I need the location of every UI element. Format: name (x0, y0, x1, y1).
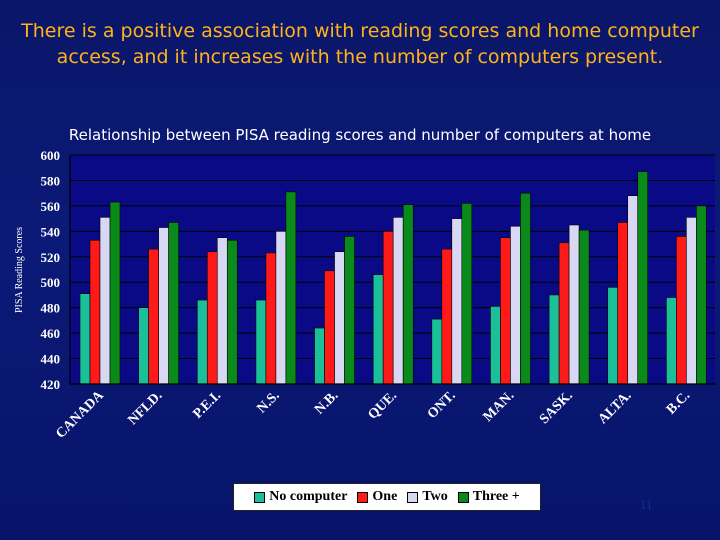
x-tick-label: CANADA (53, 388, 107, 442)
legend-label: Two (422, 489, 448, 504)
bar-no-computer-nb (314, 327, 325, 385)
x-tick-label: QUE. (365, 388, 400, 423)
bar-one-man (500, 237, 511, 385)
bar-three--alta (637, 171, 649, 385)
x-tick-label: MAN. (481, 388, 518, 425)
y-tick-label: 500 (41, 275, 61, 290)
y-tick-label: 480 (41, 301, 61, 316)
bar-two-ns (275, 231, 287, 385)
bar-three--canada (109, 201, 121, 385)
y-tick-label: 600 (41, 148, 61, 163)
legend-label: No computer (269, 489, 348, 504)
chart-legend: No computer One Two Three + (233, 483, 541, 511)
bar-three--man (520, 192, 531, 385)
bar-no-computer-ns (255, 299, 267, 385)
x-tick-label: ONT. (425, 388, 459, 422)
bar-three--ont (461, 203, 473, 385)
bar-three--nb (344, 236, 355, 385)
x-tick-label: B.C. (664, 388, 693, 417)
bar-two-bc (686, 217, 697, 385)
legend-item: Three + (457, 489, 520, 505)
bar-no-computer-canada (79, 293, 91, 385)
y-tick-label: 580 (41, 173, 61, 188)
bar-one-ns (265, 252, 277, 385)
x-tick-label: P.E.I. (190, 388, 224, 422)
bar-one-pei (206, 251, 218, 385)
bar-no-computer-sask (548, 294, 560, 385)
bar-no-computer-ont (431, 318, 443, 385)
x-tick-label: N.B. (312, 388, 341, 417)
bar-one-bc (676, 236, 687, 385)
bar-three--bc (696, 205, 707, 385)
bar-two-canada (99, 217, 111, 385)
bar-three--nfld (168, 222, 179, 385)
legend-swatch (457, 491, 469, 503)
bar-three--pei (226, 239, 238, 385)
bar-two-nfld (158, 227, 169, 385)
x-tick-label: N.S. (255, 388, 283, 416)
bar-one-nfld (148, 248, 159, 385)
y-tick-label: 420 (41, 377, 61, 392)
bar-two-sask (568, 224, 580, 385)
bar-three--que (402, 204, 414, 385)
bar-one-canada (89, 239, 101, 385)
y-tick-label: 460 (41, 326, 61, 341)
legend-item: No computer (254, 489, 347, 505)
x-tick-label: SASK. (537, 388, 576, 427)
bar-no-computer-man (490, 306, 501, 385)
bar-no-computer-bc (666, 297, 677, 385)
legend-swatch (407, 491, 419, 503)
bar-one-alta (617, 222, 629, 385)
bar-two-nb (334, 251, 345, 385)
page-number: 11 (640, 497, 653, 512)
bar-no-computer-nfld (138, 307, 149, 385)
legend-label: Three + (472, 489, 520, 504)
x-tick-label: NFLD. (125, 388, 165, 428)
y-tick-label: 440 (41, 352, 61, 367)
bar-three--ns (285, 191, 297, 385)
chart-title: Relationship between PISA reading scores… (68, 126, 652, 144)
bar-two-pei (216, 237, 228, 385)
bar-two-alta (627, 195, 639, 385)
bar-no-computer-pei (196, 299, 208, 385)
legend-swatch (357, 491, 369, 503)
bar-one-ont (441, 248, 453, 385)
bar-one-que (382, 231, 394, 385)
y-tick-label: 520 (41, 250, 61, 265)
y-tick-label: 560 (41, 199, 61, 214)
x-tick-label: ALTA. (596, 388, 635, 427)
y-axis-label: PISA Reading Scores (14, 227, 25, 313)
y-tick-label: 540 (41, 224, 61, 239)
bar-two-que (392, 217, 404, 385)
bar-one-nb (324, 270, 335, 385)
legend-label: One (372, 489, 398, 504)
bar-three--sask (578, 229, 590, 385)
bar-no-computer-alta (607, 287, 619, 385)
bar-two-man (510, 225, 521, 385)
bar-one-sask (558, 242, 570, 385)
bar-no-computer-que (372, 274, 384, 385)
slide-headline: There is a positive association with rea… (21, 20, 699, 68)
legend-item: Two (407, 489, 448, 505)
bar-two-ont (451, 218, 463, 385)
legend-swatch (254, 491, 266, 503)
legend-item: One (357, 489, 397, 505)
